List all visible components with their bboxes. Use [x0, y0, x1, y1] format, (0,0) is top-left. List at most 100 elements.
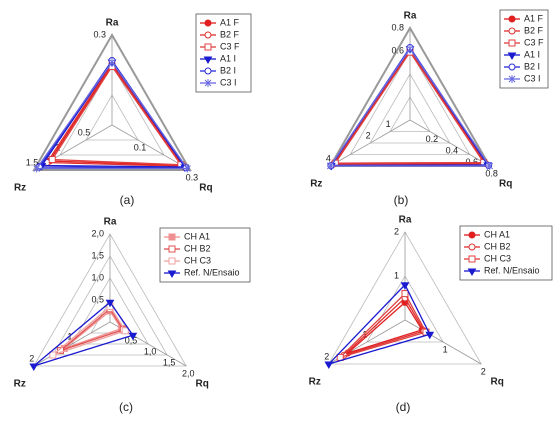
- caption: (b): [394, 193, 409, 207]
- grid-line: [32, 33, 192, 171]
- tick-label: 2: [481, 366, 486, 376]
- axis-name: Rq: [499, 179, 512, 190]
- marker: [128, 332, 138, 341]
- marker: [33, 164, 41, 173]
- legend-label: B2 I: [524, 61, 540, 71]
- radar-chart: Ra 1 2 Rq 1 2 Rz 1 2 CH A1 CH B2 CH C3 Ref. N/Ensaio…: [309, 215, 553, 414]
- axis-name: Rq: [196, 379, 209, 390]
- series-line: [333, 49, 486, 165]
- series-line: [51, 65, 183, 166]
- legend-label: C3 I: [524, 73, 541, 83]
- tick-label: 0.5: [78, 127, 91, 137]
- marker: [49, 351, 57, 359]
- legend-label: CH A1: [184, 231, 210, 241]
- marker: [508, 75, 516, 83]
- legend-label: C3 F: [220, 41, 240, 51]
- marker: [108, 58, 116, 66]
- legend-label: B2 F: [524, 25, 544, 35]
- legend-label: Ref. N/Ensaio: [484, 265, 540, 275]
- axis-name: Rz: [309, 377, 321, 388]
- marker: [508, 15, 516, 23]
- marker: [508, 27, 516, 35]
- tick-label: 1: [394, 270, 399, 280]
- legend-box: [195, 13, 252, 93]
- marker: [486, 162, 494, 170]
- axis-name: Ra: [104, 217, 117, 228]
- marker: [203, 56, 213, 64]
- tick-label: 2,0: [182, 368, 195, 378]
- marker: [183, 164, 191, 173]
- series-line: [334, 50, 485, 164]
- series-line: [38, 59, 188, 169]
- series-line: [330, 47, 489, 167]
- marker: [48, 156, 56, 163]
- tick-label: 1,0: [91, 272, 104, 282]
- tick-label: 0.1: [134, 142, 147, 152]
- marker: [467, 268, 477, 276]
- marker: [400, 282, 410, 290]
- axis-name: Rq: [491, 377, 504, 388]
- axis-spoke: [111, 124, 191, 171]
- marker: [167, 270, 177, 278]
- tick-label: 1,0: [144, 346, 157, 356]
- marker: [204, 67, 212, 75]
- grid-line: [369, 73, 451, 144]
- series-line: [343, 296, 426, 356]
- caption: (d): [396, 400, 411, 414]
- tick-label: 0.6: [465, 157, 478, 167]
- tick-label: 1: [362, 329, 367, 339]
- tick-label: 0.4: [446, 145, 459, 155]
- marker: [204, 79, 212, 87]
- tick-label: 1: [386, 119, 391, 129]
- tick-label: 2: [394, 226, 399, 236]
- tick-label: 4: [326, 153, 331, 163]
- legend-label: CH B2: [484, 241, 511, 251]
- grid-line: [389, 96, 431, 132]
- legend-label: B2 I: [220, 65, 236, 75]
- grid-line: [328, 231, 482, 365]
- marker: [507, 52, 517, 60]
- tick-label: 2: [29, 353, 34, 363]
- tick-label: 1: [443, 344, 448, 354]
- legend-label: A1 F: [220, 17, 240, 27]
- marker: [468, 243, 476, 251]
- marker: [406, 44, 414, 53]
- series-line: [52, 305, 127, 356]
- axis-spoke: [330, 119, 411, 167]
- tick-label: 0,5: [91, 294, 104, 304]
- legend-label: CH C3: [184, 255, 211, 265]
- series-line: [326, 283, 431, 366]
- grid-line: [349, 50, 471, 155]
- tick-label: 0.8: [485, 168, 498, 178]
- legend-label: CH C3: [484, 253, 511, 263]
- series-line: [339, 292, 427, 359]
- grid-line: [33, 233, 187, 367]
- legend-label: C3 F: [524, 37, 544, 47]
- grid-line: [59, 64, 165, 156]
- marker: [324, 361, 334, 369]
- marker: [105, 299, 115, 308]
- axis-spoke: [409, 119, 490, 167]
- grid-line: [71, 277, 149, 345]
- marker: [508, 39, 516, 47]
- tick-label: 2: [324, 351, 329, 361]
- axis-name: Rq: [199, 183, 212, 194]
- marker: [204, 43, 212, 51]
- axis-name: Ra: [399, 215, 412, 226]
- legend-label: C3 I: [220, 77, 237, 87]
- series-line: [45, 62, 185, 167]
- marker: [168, 245, 176, 253]
- axis-name: Ra: [404, 11, 417, 22]
- legend-label: CH B2: [184, 243, 211, 253]
- legend-label: Ref. N/Ensaio: [184, 267, 240, 277]
- marker: [29, 363, 39, 371]
- tick-label: 2,0: [91, 228, 104, 238]
- series-line: [35, 60, 189, 170]
- axis-name: Rz: [310, 179, 322, 190]
- marker: [168, 233, 176, 241]
- series-line: [33, 301, 134, 367]
- grid-line: [52, 255, 168, 356]
- legend-label: A1 I: [524, 49, 540, 59]
